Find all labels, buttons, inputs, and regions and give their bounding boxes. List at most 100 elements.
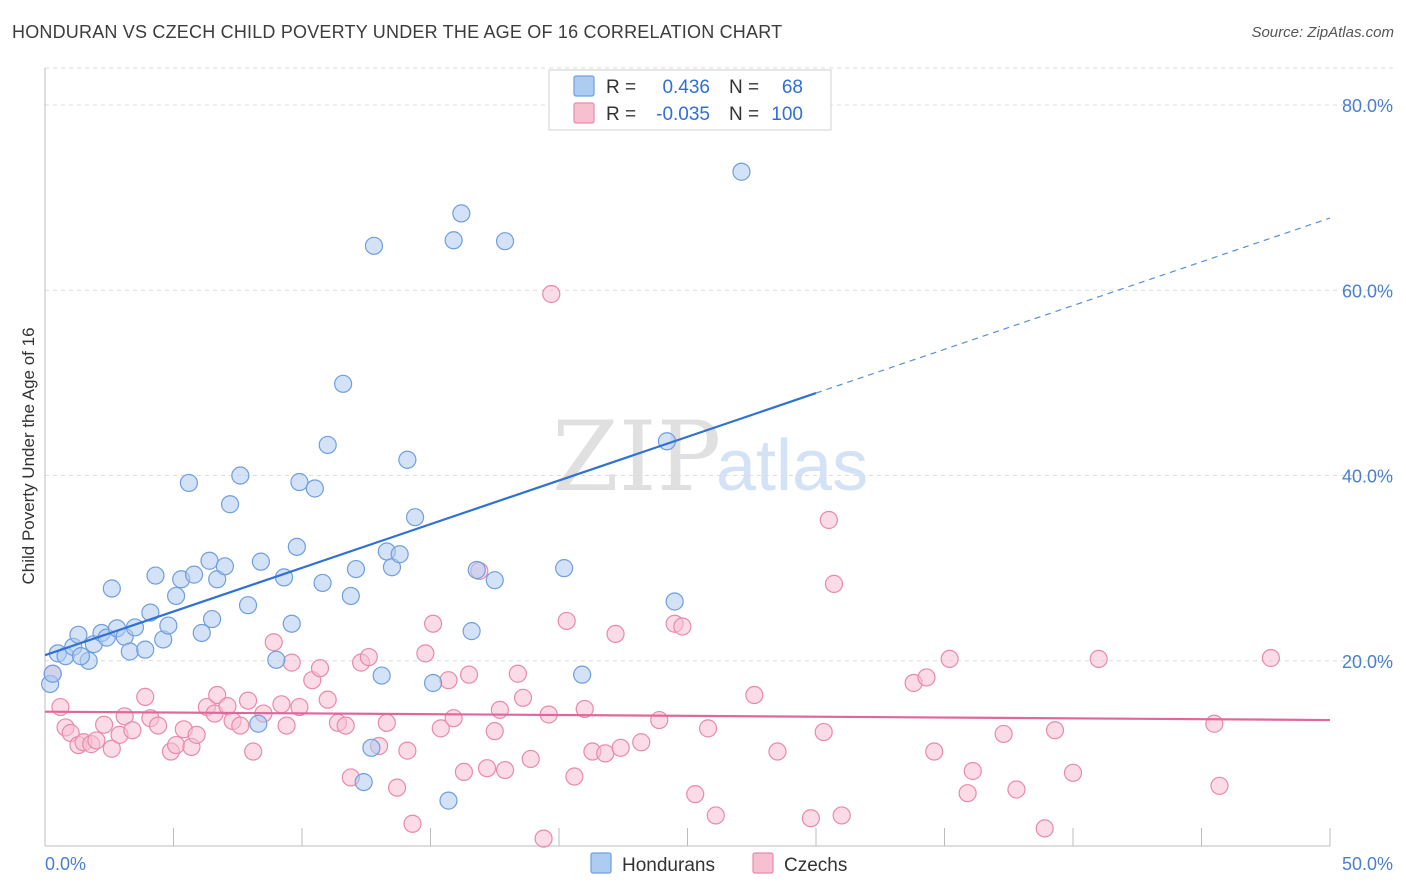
czech-point [513, 688, 533, 707]
czech-point [611, 738, 630, 757]
czech-point [994, 724, 1013, 744]
hondurans-trend-extension [815, 217, 1331, 394]
honduran-point [665, 592, 684, 611]
honduran-point [555, 559, 574, 578]
chart-title: HONDURAN VS CZECH CHILD POVERTY UNDER TH… [12, 22, 783, 42]
czech-point [244, 742, 263, 761]
czech-point [431, 719, 450, 738]
czech-point [87, 731, 106, 750]
czech-point [606, 624, 625, 644]
czech-point [95, 715, 114, 734]
honduran-point [120, 642, 139, 661]
czech-point [136, 687, 155, 706]
honduran-point [71, 647, 91, 666]
x-tick-label-max: 50.0% [1342, 854, 1393, 874]
czech-point [490, 700, 509, 719]
honduran-point [287, 537, 306, 556]
y-tick-label: 80.0% [1342, 96, 1393, 116]
honduran-point [354, 772, 373, 792]
honduran-point [166, 586, 186, 606]
czech-point [650, 710, 669, 730]
czech-point [51, 697, 70, 717]
honduran-point [202, 609, 222, 629]
honduran-point [305, 479, 324, 498]
czech-point [277, 716, 296, 735]
top-legend-box [548, 69, 832, 131]
czech-point [444, 709, 463, 728]
czechs-bottom-swatch [752, 852, 774, 874]
honduran-point [405, 508, 425, 527]
honduran-point [495, 232, 515, 251]
honduran-point [220, 495, 240, 514]
honduran-point [159, 616, 178, 635]
honduran-point [573, 665, 592, 684]
x-tick-label-min: 0.0% [45, 854, 86, 874]
czech-point [698, 719, 718, 738]
czech-point [832, 806, 851, 825]
honduran-point [444, 231, 463, 250]
czechs-legend-swatch [573, 102, 595, 124]
honduran-point [732, 162, 751, 181]
czech-point [1089, 649, 1108, 669]
czech-point [485, 722, 504, 741]
czech-point [290, 697, 309, 717]
czechs-bottom-label: Czechs [784, 855, 847, 876]
honduran-point [290, 472, 309, 492]
czech-point [963, 761, 982, 781]
czech-point [958, 784, 977, 803]
czech-point [575, 699, 594, 719]
czech-point [508, 664, 527, 683]
czech-point [1210, 776, 1229, 795]
czech-point [745, 685, 764, 705]
hondurans-n-value: 68 [782, 77, 803, 98]
czech-point [377, 713, 396, 732]
watermark-atlas: atlas [716, 426, 868, 506]
hondurans-r-label: R = [606, 77, 636, 98]
honduran-point [398, 450, 417, 469]
czech-point [148, 716, 168, 735]
czech-point [398, 741, 417, 760]
y-tick-label: 20.0% [1342, 652, 1393, 672]
czech-point [423, 614, 443, 633]
honduran-point [238, 596, 258, 615]
honduran-point [215, 557, 234, 576]
czech-point [1205, 714, 1224, 733]
honduran-point [467, 560, 486, 580]
czech-point [632, 733, 651, 752]
hondurans-points [41, 162, 751, 810]
honduran-point [318, 435, 337, 455]
x-ticks [44, 828, 1331, 846]
czech-point [336, 716, 355, 735]
hondurans-trend-line [44, 392, 817, 657]
czech-point [318, 690, 337, 709]
czech-point [282, 653, 301, 672]
czech-point [459, 665, 479, 684]
czech-point [310, 659, 330, 678]
czech-point [403, 814, 422, 833]
czech-point [824, 574, 844, 593]
honduran-point [179, 473, 199, 493]
czech-point [477, 759, 497, 778]
hondurans-r-value: 0.436 [662, 77, 710, 98]
honduran-point [485, 571, 504, 590]
honduran-point [439, 791, 458, 810]
czech-point [1063, 763, 1083, 782]
honduran-point [136, 640, 155, 659]
honduran-point [462, 622, 481, 641]
czech-point [706, 806, 725, 825]
czech-point [1261, 648, 1280, 668]
czech-point [557, 611, 576, 631]
czech-point [565, 767, 584, 786]
honduran-point [146, 566, 165, 585]
honduran-point [313, 573, 332, 593]
honduran-point [282, 614, 301, 633]
czechs-n-value: 100 [771, 104, 803, 125]
czech-point [123, 721, 142, 740]
czech-point [454, 762, 474, 782]
honduran-point [346, 559, 366, 579]
czech-point [231, 716, 250, 735]
czech-point [495, 760, 515, 780]
y-tick-labels: 20.0% 40.0% 60.0% 80.0% [1342, 96, 1393, 672]
honduran-point [231, 466, 250, 485]
honduran-point [390, 545, 409, 564]
